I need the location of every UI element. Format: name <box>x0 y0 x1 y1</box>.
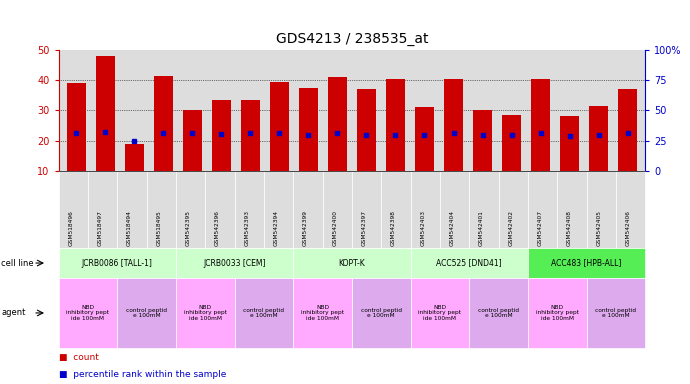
Text: GSM542395: GSM542395 <box>186 210 190 246</box>
Text: GSM542408: GSM542408 <box>567 210 572 246</box>
Text: GSM542394: GSM542394 <box>274 210 279 246</box>
Bar <box>415 108 434 171</box>
Text: GSM542403: GSM542403 <box>420 210 425 246</box>
Bar <box>618 89 637 171</box>
Text: GDS4213 / 238535_at: GDS4213 / 238535_at <box>275 32 428 46</box>
Bar <box>357 89 376 171</box>
Text: GSM542393: GSM542393 <box>244 210 249 246</box>
Bar <box>212 100 230 171</box>
Text: ■  count: ■ count <box>59 353 99 362</box>
Text: GSM518494: GSM518494 <box>127 210 132 246</box>
Bar <box>125 144 144 171</box>
Text: GSM542396: GSM542396 <box>215 210 220 246</box>
Bar <box>589 106 608 171</box>
Bar <box>560 116 579 171</box>
Bar <box>531 79 550 171</box>
Text: GSM542404: GSM542404 <box>450 210 455 246</box>
Text: ACC483 [HPB-ALL]: ACC483 [HPB-ALL] <box>551 258 622 268</box>
Text: ■  percentile rank within the sample: ■ percentile rank within the sample <box>59 370 226 379</box>
Text: NBD
inhibitory pept
ide 100mM: NBD inhibitory pept ide 100mM <box>535 305 579 321</box>
Text: ACC525 [DND41]: ACC525 [DND41] <box>436 258 502 268</box>
Bar <box>241 100 259 171</box>
Bar <box>67 83 86 171</box>
Text: control peptid
e 100mM: control peptid e 100mM <box>126 308 167 318</box>
Text: GSM542398: GSM542398 <box>391 210 396 246</box>
Bar <box>96 56 115 171</box>
Bar <box>502 115 521 171</box>
Text: JCRB0086 [TALL-1]: JCRB0086 [TALL-1] <box>82 258 152 268</box>
Text: GSM542399: GSM542399 <box>303 210 308 246</box>
Text: GSM542402: GSM542402 <box>509 210 513 246</box>
Text: control peptid
e 100mM: control peptid e 100mM <box>244 308 284 318</box>
Text: GSM518496: GSM518496 <box>68 210 73 246</box>
Text: control peptid
e 100mM: control peptid e 100mM <box>595 308 636 318</box>
Bar <box>386 79 405 171</box>
Text: KOPT-K: KOPT-K <box>339 258 365 268</box>
Text: JCRB0033 [CEM]: JCRB0033 [CEM] <box>204 258 266 268</box>
Text: GSM542406: GSM542406 <box>626 210 631 246</box>
Text: GSM542407: GSM542407 <box>538 210 542 246</box>
Text: agent: agent <box>1 308 26 318</box>
Text: NBD
inhibitory pept
ide 100mM: NBD inhibitory pept ide 100mM <box>418 305 462 321</box>
Text: GSM518495: GSM518495 <box>157 210 161 246</box>
Text: NBD
inhibitory pept
ide 100mM: NBD inhibitory pept ide 100mM <box>301 305 344 321</box>
Text: GSM542400: GSM542400 <box>333 210 337 246</box>
Text: GSM518497: GSM518497 <box>98 210 103 246</box>
Bar <box>473 111 492 171</box>
Bar <box>444 79 463 171</box>
Text: control peptid
e 100mM: control peptid e 100mM <box>361 308 402 318</box>
Bar <box>154 76 172 171</box>
Bar <box>183 111 201 171</box>
Text: GSM542397: GSM542397 <box>362 210 366 246</box>
Text: NBD
inhibitory pept
ide 100mM: NBD inhibitory pept ide 100mM <box>184 305 227 321</box>
Bar <box>328 77 347 171</box>
Bar <box>299 88 318 171</box>
Text: GSM542401: GSM542401 <box>479 210 484 246</box>
Text: control peptid
e 100mM: control peptid e 100mM <box>478 308 519 318</box>
Text: GSM542405: GSM542405 <box>596 210 601 246</box>
Bar <box>270 82 288 171</box>
Text: NBD
inhibitory pept
ide 100mM: NBD inhibitory pept ide 100mM <box>66 305 110 321</box>
Text: cell line: cell line <box>1 258 34 268</box>
